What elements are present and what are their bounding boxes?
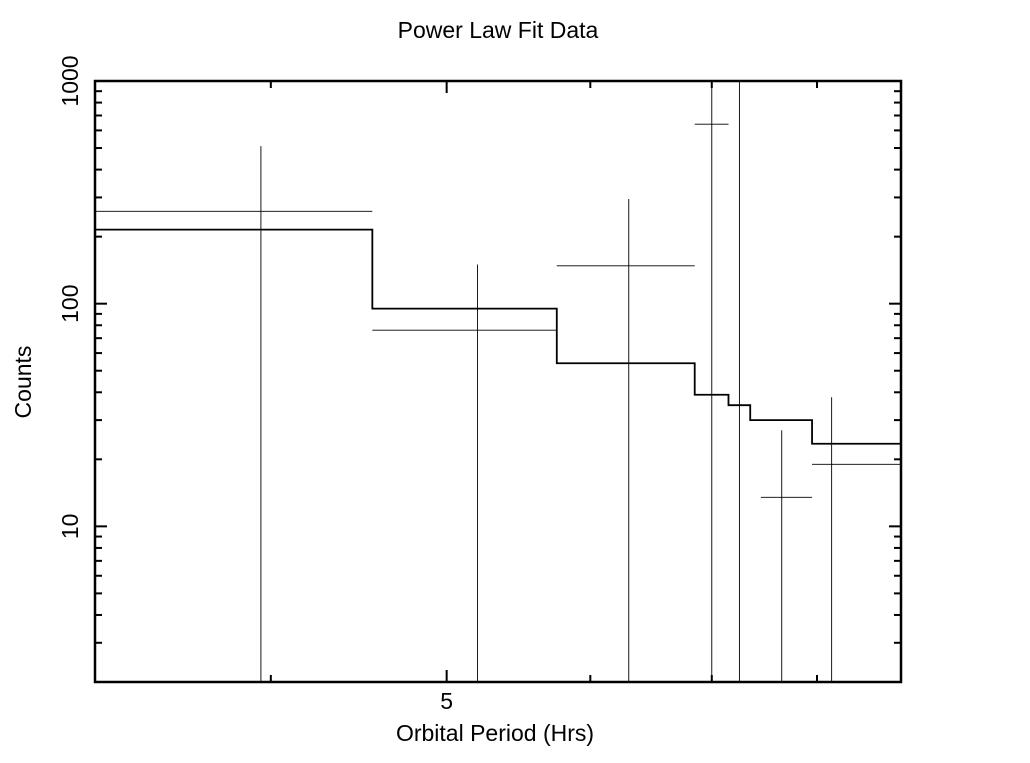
y-tick-label: 100 [57,284,83,322]
x-tick-label: 5 [440,688,453,714]
chart-title: Power Law Fit Data [398,17,599,43]
plot-frame [93,79,903,684]
y-axis-label: Counts [10,346,36,419]
model-step-line [95,228,901,445]
y-tick-label: 10 [57,514,83,540]
y-tick-label: 1000 [57,55,83,106]
x-axis-label: Orbital Period (Hrs) [396,720,594,746]
plot-area: 5 10 100 1000 [57,55,903,714]
